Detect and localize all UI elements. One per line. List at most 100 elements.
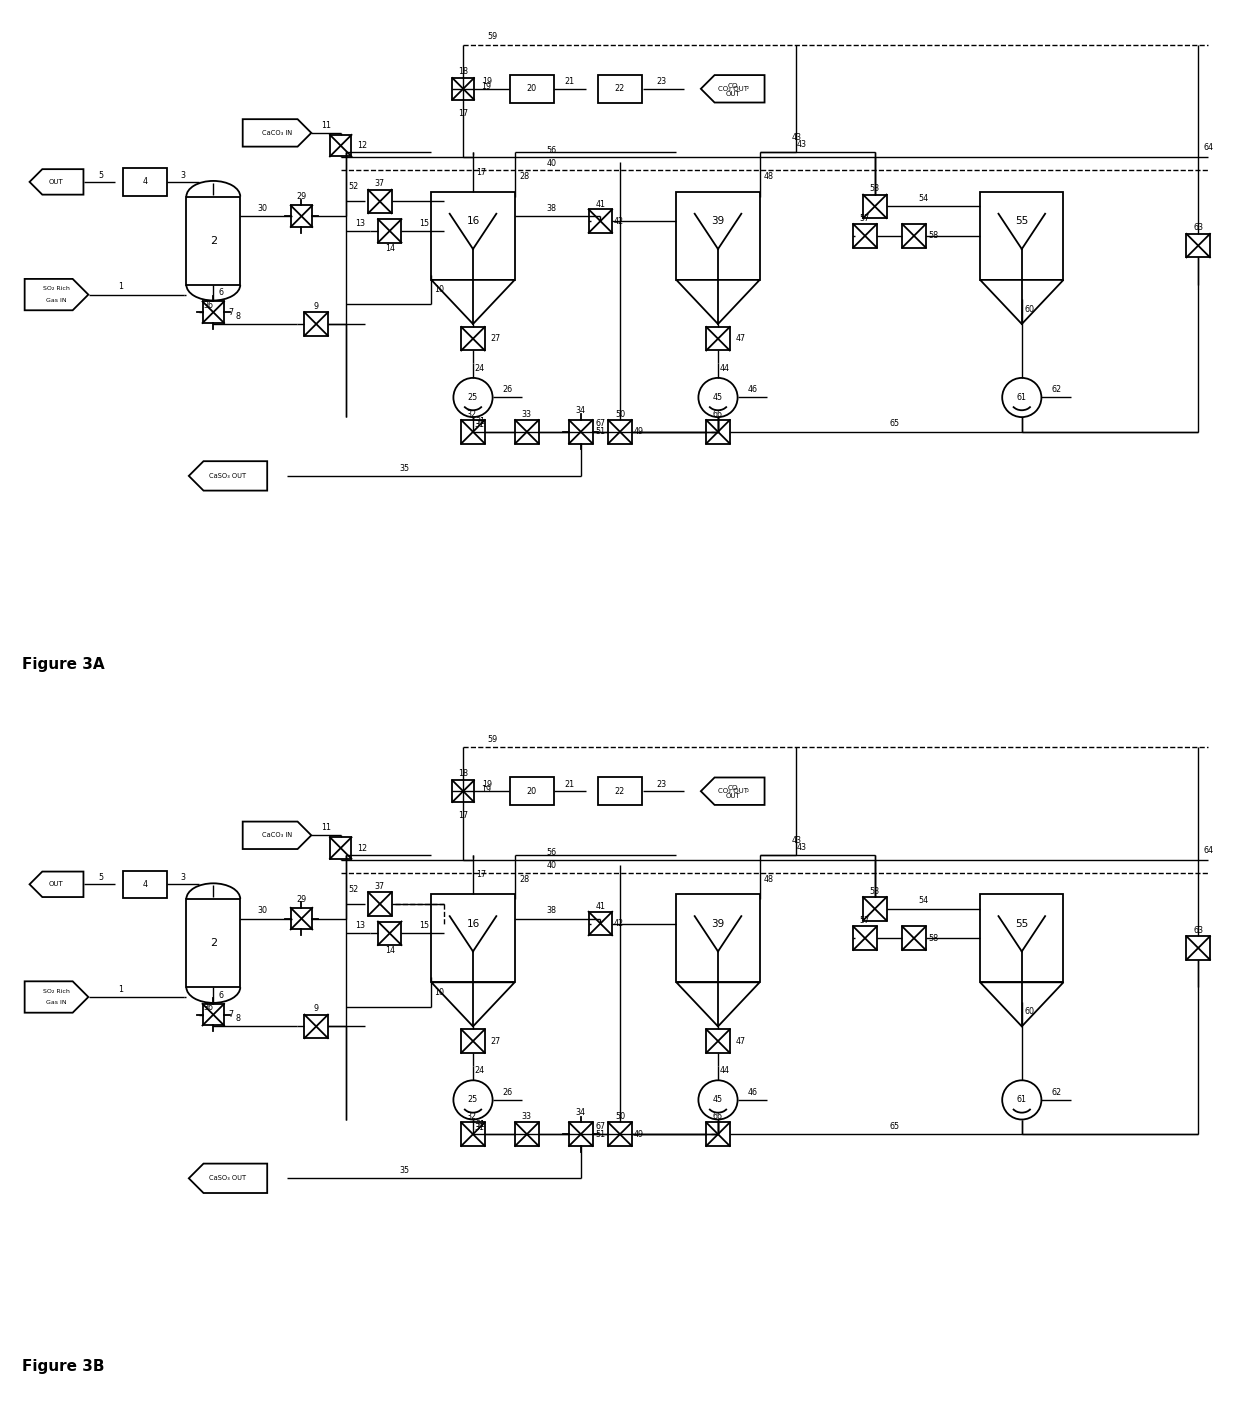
Text: 2: 2 bbox=[210, 938, 217, 948]
Text: OUT: OUT bbox=[725, 793, 740, 799]
Text: 56: 56 bbox=[547, 146, 557, 155]
Text: 58: 58 bbox=[929, 231, 939, 240]
Text: 1: 1 bbox=[118, 282, 123, 291]
Text: 11: 11 bbox=[321, 121, 331, 129]
Bar bbox=[515, 1122, 538, 1147]
Text: 10: 10 bbox=[434, 988, 444, 996]
Text: 19: 19 bbox=[482, 780, 492, 789]
Bar bbox=[123, 871, 166, 898]
Bar bbox=[305, 312, 327, 336]
Polygon shape bbox=[701, 75, 765, 102]
Text: 28: 28 bbox=[518, 173, 529, 182]
Text: 4: 4 bbox=[143, 880, 148, 888]
Bar bbox=[707, 326, 730, 350]
Text: 39: 39 bbox=[712, 216, 724, 226]
Text: 25: 25 bbox=[467, 393, 479, 402]
Text: 59: 59 bbox=[487, 735, 497, 744]
Text: 28: 28 bbox=[518, 876, 529, 884]
Text: 35: 35 bbox=[399, 464, 409, 473]
Bar bbox=[378, 219, 402, 243]
Text: 19: 19 bbox=[482, 78, 492, 87]
Text: 5: 5 bbox=[98, 170, 103, 180]
Text: 49: 49 bbox=[634, 1130, 644, 1138]
Text: 16: 16 bbox=[466, 216, 480, 226]
Text: 9: 9 bbox=[314, 302, 319, 311]
Text: 38: 38 bbox=[547, 907, 557, 915]
Text: 16: 16 bbox=[466, 918, 480, 928]
Text: 4: 4 bbox=[143, 177, 148, 186]
Polygon shape bbox=[188, 1164, 267, 1193]
Polygon shape bbox=[432, 982, 515, 1026]
Text: 41: 41 bbox=[595, 902, 605, 911]
Bar bbox=[123, 169, 166, 196]
Text: 21: 21 bbox=[564, 780, 574, 789]
Circle shape bbox=[454, 377, 492, 417]
Text: 23: 23 bbox=[656, 78, 666, 87]
Bar bbox=[676, 894, 760, 982]
Polygon shape bbox=[30, 169, 83, 194]
Text: Gas IN: Gas IN bbox=[46, 1000, 67, 1006]
Text: 67: 67 bbox=[595, 1122, 605, 1131]
Text: 61: 61 bbox=[1017, 1095, 1027, 1104]
Text: CaCO₃ IN: CaCO₃ IN bbox=[262, 131, 293, 136]
Text: 48: 48 bbox=[764, 876, 774, 884]
Text: 50: 50 bbox=[615, 1112, 625, 1121]
Text: 36: 36 bbox=[203, 301, 213, 309]
Bar bbox=[510, 75, 554, 102]
Text: 7: 7 bbox=[228, 308, 233, 316]
Polygon shape bbox=[980, 280, 1064, 324]
Text: 25: 25 bbox=[467, 1095, 479, 1104]
Bar bbox=[290, 908, 312, 929]
Bar bbox=[707, 420, 730, 444]
Polygon shape bbox=[25, 280, 88, 311]
Text: 54: 54 bbox=[919, 194, 929, 203]
Text: 26: 26 bbox=[502, 1087, 512, 1097]
Bar bbox=[609, 420, 631, 444]
Text: 23: 23 bbox=[656, 780, 666, 789]
Bar bbox=[305, 1015, 327, 1039]
Bar bbox=[598, 75, 642, 102]
Text: 55: 55 bbox=[1016, 918, 1028, 928]
Text: 37: 37 bbox=[374, 881, 384, 891]
Text: 12: 12 bbox=[357, 140, 367, 150]
Bar bbox=[676, 192, 760, 280]
Text: 19: 19 bbox=[481, 785, 491, 793]
Text: 43: 43 bbox=[796, 140, 806, 149]
Text: 42: 42 bbox=[614, 217, 624, 226]
Text: 6: 6 bbox=[218, 990, 223, 999]
Polygon shape bbox=[188, 461, 267, 491]
Text: 27: 27 bbox=[491, 1037, 501, 1046]
Text: 39: 39 bbox=[712, 918, 724, 928]
Text: 17: 17 bbox=[476, 870, 486, 878]
Bar bbox=[569, 420, 593, 444]
Text: 49: 49 bbox=[634, 427, 644, 436]
Bar bbox=[980, 894, 1064, 982]
Bar bbox=[290, 206, 312, 227]
Text: 46: 46 bbox=[748, 1087, 758, 1097]
Text: 18: 18 bbox=[459, 67, 469, 75]
Text: 33: 33 bbox=[522, 1112, 532, 1121]
Text: Gas IN: Gas IN bbox=[46, 298, 67, 304]
Text: 55: 55 bbox=[1016, 216, 1028, 226]
Text: CO₂ OUT: CO₂ OUT bbox=[718, 85, 748, 92]
Text: 7: 7 bbox=[228, 1010, 233, 1019]
Text: 32: 32 bbox=[466, 410, 476, 419]
Text: 9: 9 bbox=[314, 1005, 319, 1013]
Text: 17: 17 bbox=[476, 167, 486, 176]
Circle shape bbox=[1002, 1080, 1042, 1120]
Text: 12: 12 bbox=[357, 843, 367, 853]
Text: 8: 8 bbox=[236, 1015, 241, 1023]
Text: 47: 47 bbox=[735, 335, 745, 343]
Text: CO₂ OUT: CO₂ OUT bbox=[718, 788, 748, 795]
Text: 18: 18 bbox=[459, 769, 469, 778]
Text: 31: 31 bbox=[476, 1120, 486, 1130]
Text: CO: CO bbox=[728, 82, 738, 89]
Text: 5: 5 bbox=[98, 873, 103, 883]
Text: 1: 1 bbox=[118, 985, 123, 993]
Text: CaCO₃ IN: CaCO₃ IN bbox=[262, 833, 293, 839]
Text: 43: 43 bbox=[791, 133, 801, 142]
Text: 66: 66 bbox=[713, 1112, 723, 1121]
Bar bbox=[378, 921, 402, 945]
Bar bbox=[461, 326, 485, 350]
Text: 37: 37 bbox=[374, 179, 384, 189]
